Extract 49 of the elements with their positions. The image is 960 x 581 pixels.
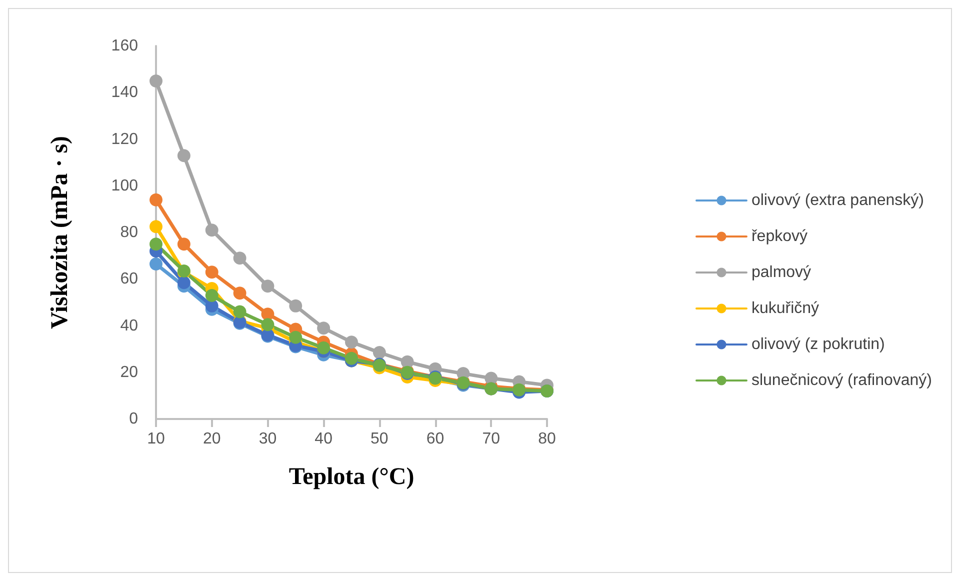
legend-label: slunečnicový (rafinovaný) [751,372,932,389]
point [150,238,162,251]
y-tick-label: 120 [111,130,138,148]
legend-label: řepkový [751,228,808,245]
point [205,266,218,279]
point [233,252,246,265]
point [233,305,246,318]
y-tick-label: 20 [120,364,138,381]
y-tick-label: 80 [120,224,138,241]
point [150,74,162,88]
y-tick-label: 160 [111,38,138,54]
x-tick-label: 40 [314,430,333,448]
x-tick-label: 20 [202,430,221,448]
point [317,341,330,354]
x-tick-label: 30 [258,430,277,448]
point [205,288,218,302]
y-tick-label: 140 [111,84,138,102]
point [484,372,498,385]
point [261,280,274,293]
x-tick-label: 10 [147,430,165,448]
point [233,286,246,300]
y-tick-label: 0 [129,410,138,428]
x-tick-label: 70 [482,430,500,448]
point [150,193,162,206]
legend-label: olivový (extra panenský) [751,192,924,209]
y-tick-label: 60 [120,270,138,288]
legend-label: kukuřičný [751,300,820,317]
point [317,322,330,335]
point [372,346,386,360]
legend-label: olivový (z pokrutin) [751,336,885,353]
point [150,257,162,270]
x-axis-title: Teplota (°C) [288,464,414,490]
point [177,276,190,290]
point [261,318,274,332]
point [289,330,302,344]
point [345,352,358,365]
legend-label: palmový [751,264,812,281]
y-axis-title: Viskozita (mPa · s) [47,136,73,330]
point [177,238,190,251]
point [150,220,162,234]
point [205,224,218,237]
x-tick-label: 80 [538,430,556,448]
point [345,336,358,349]
point [177,149,190,162]
y-tick-label: 100 [111,177,138,194]
point [289,299,302,312]
x-tick-label: 60 [426,430,444,448]
x-tick-label: 50 [370,430,388,448]
y-tick-label: 40 [120,317,138,334]
